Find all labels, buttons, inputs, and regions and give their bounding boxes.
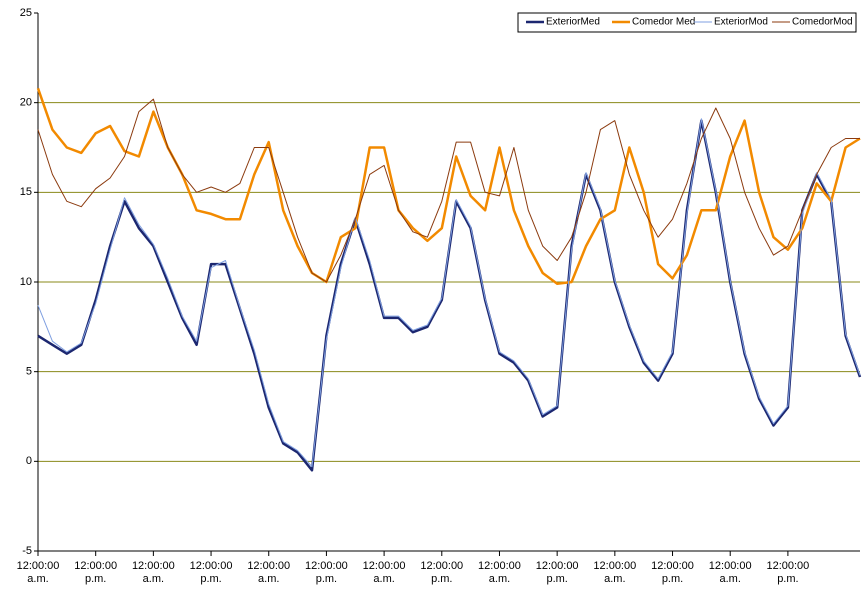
series-line (37, 118, 861, 468)
legend-label: Comedor Med (632, 17, 695, 28)
x-tick-label: 12:00:00 p.m. (420, 560, 464, 585)
series-line (37, 98, 860, 283)
x-tick-label: 12:00:00 a.m. (16, 560, 60, 585)
x-tick-label: 12:00:00 a.m. (362, 560, 406, 585)
x-tick-label: 12:00:00 p.m. (74, 560, 118, 585)
y-tick-label: 25 (20, 7, 32, 19)
y-tick-label: -5 (22, 545, 32, 557)
y-tick-label: 0 (26, 455, 32, 467)
x-tick-label: 12:00:00 a.m. (247, 560, 291, 585)
legend-label: ComedorMod (792, 17, 853, 28)
legend-label: ExteriorMod (714, 17, 768, 28)
legend-box (517, 12, 857, 33)
x-tick-label: 12:00:00 a.m. (708, 560, 752, 585)
y-tick-label: 20 (20, 97, 32, 109)
x-tick-label: 12:00:00 a.m. (593, 560, 637, 585)
x-tick-label: 12:00:00 a.m. (478, 560, 521, 585)
legend-label: ExteriorMed (546, 17, 600, 28)
x-tick-label: 12:00:00 p.m. (304, 560, 348, 585)
x-tick-label: 12:00:00 p.m. (651, 560, 694, 585)
x-tick-label: 12:00:00 p.m. (189, 560, 233, 585)
x-tick-label: 12:00:00 a.m. (131, 560, 175, 585)
y-tick-label: 5 (26, 366, 32, 378)
y-tick-label: 10 (20, 276, 32, 288)
x-tick-label: 12:00:00 p.m. (535, 560, 579, 585)
x-tick-label: 12:00:00 p.m. (766, 560, 810, 585)
y-tick-label: 15 (20, 186, 32, 198)
